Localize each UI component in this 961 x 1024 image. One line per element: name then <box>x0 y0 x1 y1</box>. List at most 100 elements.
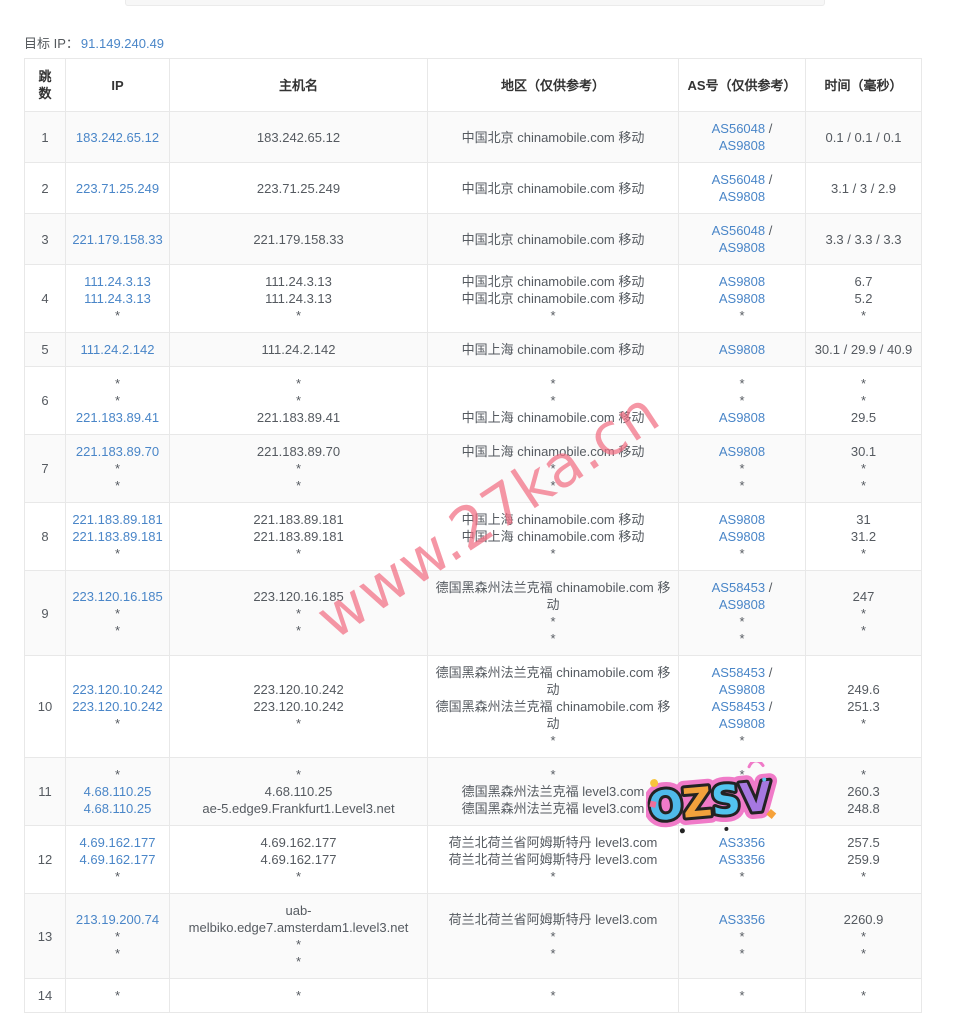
table-row: 7 221.183.89.70 * * 221.183.89.70 * * 中国上海 chin… <box>24 434 922 503</box>
cell-line: 223.120.10.242 <box>72 698 163 715</box>
cell-line: AS9808 <box>685 681 799 698</box>
asn-link[interactable]: AS3356 <box>718 835 766 850</box>
ip-link[interactable]: 223.120.16.185 <box>72 588 163 604</box>
target-ip-link[interactable]: 91.149.240.49 <box>80 36 165 51</box>
cell-text: * <box>860 546 867 561</box>
cell-line: AS3356 <box>685 783 799 800</box>
asn-link[interactable]: AS56048 <box>711 172 766 187</box>
ip-link[interactable]: 221.183.89.181 <box>72 512 163 527</box>
cell-text: * <box>550 393 556 408</box>
cell-text: 221.183.89.41 <box>256 410 341 425</box>
cell-line: 249.6 <box>812 681 915 698</box>
asn-link[interactable]: AS58453 <box>711 665 766 680</box>
cell-line: 223.71.25.249 <box>72 180 163 197</box>
cell-line: * <box>176 953 421 970</box>
ip-link[interactable]: 221.179.158.33 <box>72 231 163 247</box>
asn-cell: * * AS9808 <box>678 366 806 435</box>
ip-link[interactable]: 183.242.65.12 <box>75 129 160 145</box>
ip-link[interactable]: 4.68.110.25 <box>83 801 152 816</box>
cell-line: * <box>812 945 915 962</box>
cell-text: 221.183.89.181 <box>253 512 344 527</box>
asn-link[interactable]: AS3356 <box>718 911 766 927</box>
asn-link[interactable]: AS9808 <box>718 240 766 255</box>
time-cell: 249.6 251.3 * <box>805 655 922 758</box>
cell-text: * <box>739 376 745 391</box>
ip-link[interactable]: 221.183.89.181 <box>72 529 163 544</box>
cell-text: 4.68.110.25 <box>264 784 333 799</box>
cell-line: * <box>176 392 421 409</box>
cell-text: 259.9 <box>847 852 880 867</box>
ip-link[interactable]: 223.120.10.242 <box>72 682 163 697</box>
asn-link[interactable]: AS58453 <box>711 699 766 714</box>
cell-line: * <box>434 945 672 962</box>
cell-line: 4.69.162.177 <box>72 851 163 868</box>
asn-link[interactable]: AS58453 <box>711 580 766 595</box>
asn-link[interactable]: AS9808 <box>718 512 766 527</box>
ip-cell: 223.71.25.249 <box>65 162 170 214</box>
trace-table-body: 1 183.242.65.12 183.242.65.12 中国北京 chinamob… <box>24 111 922 1013</box>
ip-link[interactable]: 221.183.89.70 <box>75 444 160 459</box>
cell-line: 221.183.89.70 <box>72 443 163 460</box>
cell-line: AS9808 <box>685 715 799 732</box>
cell-line: AS56048 / <box>685 120 799 137</box>
ip-link[interactable]: 4.69.162.177 <box>79 835 156 850</box>
cell-text: 31.2 <box>850 529 877 544</box>
asn-link[interactable]: AS3356 <box>718 784 766 799</box>
ip-link[interactable]: 221.183.89.41 <box>75 410 160 425</box>
asn-cell: AS9808 <box>678 332 806 367</box>
asn-link[interactable]: AS3356 <box>718 852 766 867</box>
ip-link[interactable]: 111.24.3.13 <box>84 274 151 289</box>
cell-text: 4.69.162.177 <box>260 835 337 850</box>
table-row: 2 223.71.25.249 223.71.25.249 中国北京 chinamob… <box>24 162 922 214</box>
asn-link[interactable]: AS3356 <box>718 801 766 816</box>
asn-link[interactable]: AS9808 <box>718 274 766 289</box>
region-cell: 中国上海 chinamobile.com 移动 * * <box>427 434 679 503</box>
cell-line: 248.8 <box>812 800 915 817</box>
asn-link[interactable]: AS9808 <box>718 138 766 153</box>
table-row: 12 4.69.162.177 4.69.162.177 * 4.69.162.177 4… <box>24 825 922 894</box>
cell-line: 111.24.2.142 <box>72 341 163 358</box>
asn-link[interactable]: AS9808 <box>718 716 766 731</box>
ip-link[interactable]: 213.19.200.74 <box>75 911 160 927</box>
cell-line: * <box>72 766 163 783</box>
hostname-cell: 221.183.89.70 * * <box>169 434 428 503</box>
table-row: 13 213.19.200.74 * * uab-melbiko.edge7.amste… <box>24 893 922 979</box>
ip-link[interactable]: 4.69.162.177 <box>79 852 156 867</box>
asn-link[interactable]: AS9808 <box>718 189 766 204</box>
asn-link[interactable]: AS9808 <box>718 682 766 697</box>
cell-text: uab-melbiko.edge7.amsterdam1.level3.net <box>188 903 409 935</box>
cell-text: 中国北京 chinamobile.com 移动 <box>461 274 645 289</box>
cell-text: * <box>295 937 302 952</box>
cell-text: 221.183.89.70 <box>256 444 341 459</box>
hop-cell: 2 <box>24 162 66 214</box>
cell-line: * <box>685 732 799 749</box>
ip-link[interactable]: 223.120.10.242 <box>72 699 163 714</box>
ip-link[interactable]: 111.24.2.142 <box>80 342 155 357</box>
cell-text: 中国北京 chinamobile.com 移动 <box>461 180 645 196</box>
cell-line: * <box>812 545 915 562</box>
asn-link[interactable]: AS9808 <box>718 529 766 544</box>
cell-text: * <box>860 622 867 638</box>
trace-table-head-row: 跳数 IP 主机名 地区（仅供参考） AS号（仅供参考） 时间（毫秒） <box>24 58 922 112</box>
asn-link[interactable]: AS56048 <box>711 223 766 238</box>
ip-link[interactable]: 4.68.110.25 <box>83 784 152 799</box>
asn-link[interactable]: AS9808 <box>718 342 766 357</box>
ip-link[interactable]: 223.71.25.249 <box>75 180 160 196</box>
cell-line: * <box>685 868 799 885</box>
cell-line: * <box>685 630 799 647</box>
cell-line: 7 <box>31 460 59 477</box>
cell-line: 中国北京 chinamobile.com 移动 <box>434 231 672 248</box>
cell-text: * <box>295 376 302 391</box>
asn-link[interactable]: AS9808 <box>718 444 766 459</box>
asn-link[interactable]: AS56048 <box>711 121 766 136</box>
ip-link[interactable]: 111.24.3.13 <box>84 291 151 306</box>
asn-cell: * AS3356 AS3356 <box>678 757 806 826</box>
asn-link[interactable]: AS9808 <box>718 410 766 425</box>
cell-text: 29.5 <box>850 410 877 425</box>
ip-cell: 213.19.200.74 * * <box>65 893 170 979</box>
cell-text: 8 <box>41 529 49 544</box>
cell-line: 1 <box>31 129 59 146</box>
asn-link[interactable]: AS9808 <box>718 291 766 306</box>
asn-link[interactable]: AS9808 <box>718 597 766 612</box>
ip-cell: * <box>65 978 170 1013</box>
